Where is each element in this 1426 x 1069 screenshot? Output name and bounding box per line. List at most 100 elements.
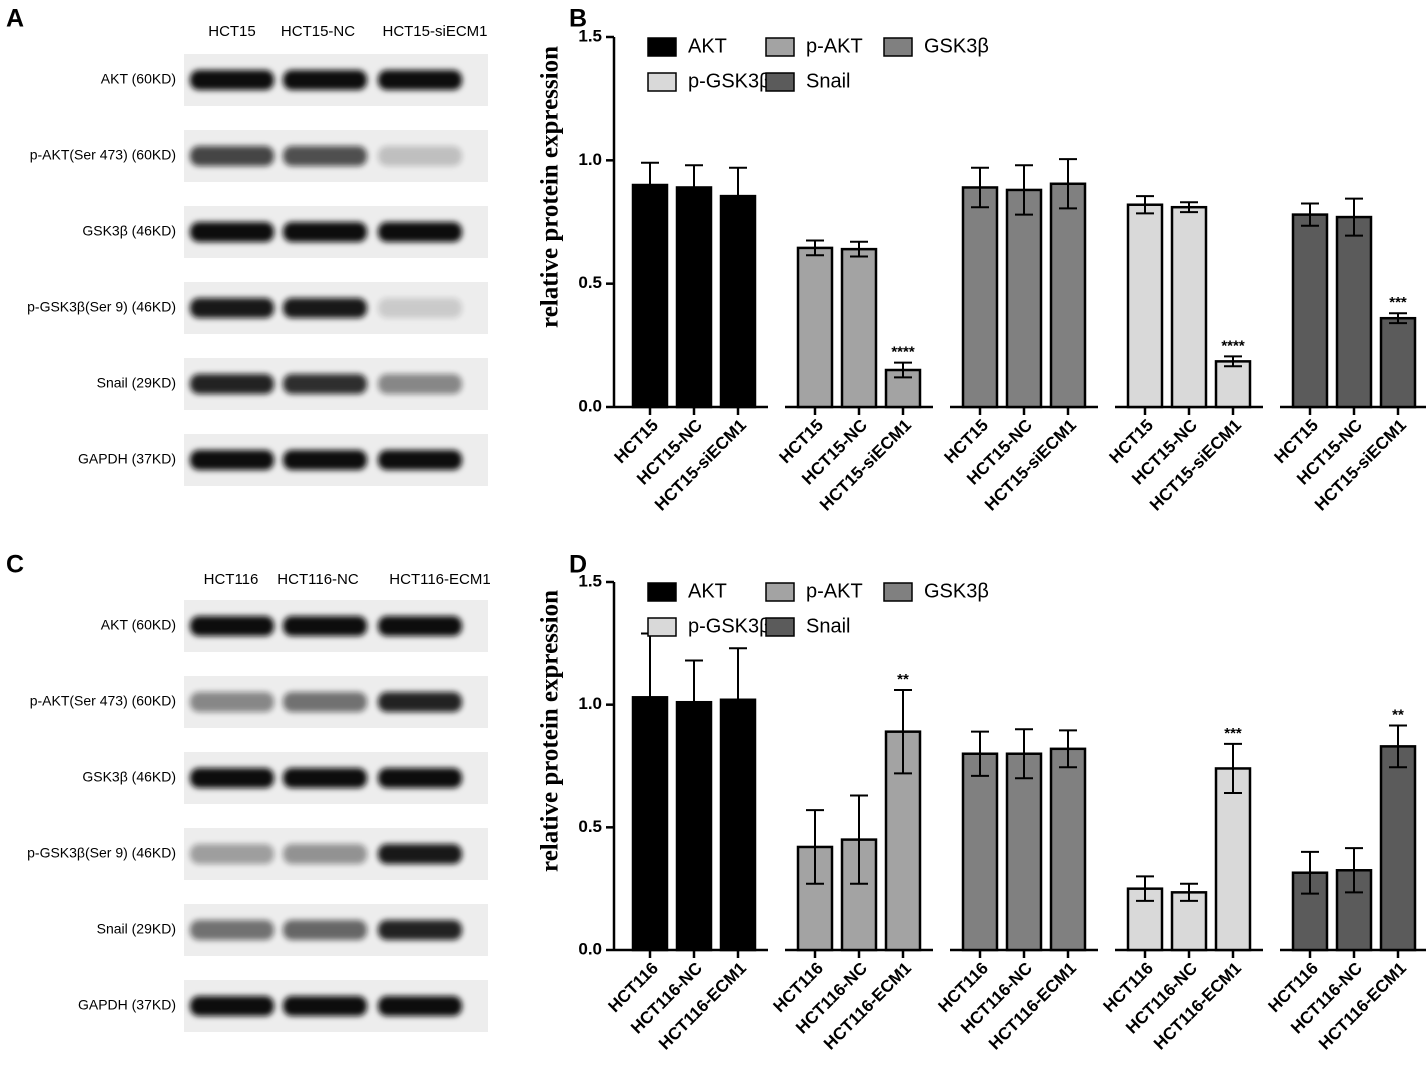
y-tick-label: 0.5 [578, 273, 602, 292]
row-label: Snail (29KD) [97, 921, 176, 937]
lane-label: HCT116-ECM1 [389, 571, 490, 588]
bar [796, 246, 834, 409]
significance-label: ** [897, 671, 909, 688]
lane-label: HCT116-NC [277, 571, 359, 588]
legend-label: Snail [806, 70, 850, 92]
blot-band [378, 374, 462, 394]
lane-label: HCT15 [208, 23, 256, 40]
blot-band [378, 222, 462, 242]
legend-label: AKT [688, 35, 727, 57]
error-bar [1015, 728, 1033, 780]
error-bar [1180, 201, 1198, 214]
bar [961, 752, 999, 952]
error-bar [1059, 158, 1077, 210]
blot-band [190, 844, 274, 864]
legend-label: p-GSK3β [688, 615, 771, 637]
blot-band [378, 616, 462, 636]
error-bar [1136, 195, 1154, 215]
blot-band [378, 450, 462, 470]
error-bar [1136, 875, 1154, 902]
y-tick-label: 0.0 [578, 939, 602, 958]
legend-swatch [765, 582, 795, 602]
blot-band [190, 298, 274, 318]
error-bar [1389, 724, 1407, 769]
blot-band [283, 844, 367, 864]
legend-label: p-GSK3β [688, 70, 771, 92]
error-bar [729, 647, 747, 753]
legend-swatch [647, 72, 677, 92]
blot-band [283, 996, 367, 1016]
lane-label: HCT15-siECM1 [382, 23, 487, 40]
error-bar [1224, 355, 1242, 368]
error-bar [1015, 164, 1033, 216]
blot-band [378, 146, 462, 166]
blot-band [378, 298, 462, 318]
error-bar [850, 794, 868, 885]
legend-swatch [883, 582, 913, 602]
error-bar [1345, 197, 1363, 237]
significance-label: *** [1389, 294, 1407, 311]
legend-label: p-AKT [806, 35, 863, 57]
blot-band [283, 70, 367, 90]
y-tick-label: 1.5 [578, 571, 602, 590]
blot-band [190, 616, 274, 636]
legend-swatch [883, 37, 913, 57]
blot-band [378, 996, 462, 1016]
blot-band [283, 222, 367, 242]
row-label: AKT (60KD) [101, 617, 176, 633]
significance-label: **** [1221, 337, 1245, 354]
row-label: p-GSK3β(Ser 9) (46KD) [27, 299, 176, 315]
y-tick-label: 0.5 [578, 817, 602, 836]
bar [1005, 188, 1043, 409]
error-bar [806, 239, 824, 257]
error-bar [685, 164, 703, 211]
error-bar [641, 161, 659, 209]
blot-band [190, 222, 274, 242]
row-label: p-AKT(Ser 473) (60KD) [30, 147, 176, 163]
error-bar [1301, 850, 1319, 895]
row-label: p-AKT(Ser 473) (60KD) [30, 693, 176, 709]
blot-band [283, 450, 367, 470]
y-tick-label: 1.0 [578, 694, 602, 713]
error-bar [1345, 847, 1363, 894]
blot-band [378, 692, 462, 712]
row-label: p-GSK3β(Ser 9) (46KD) [27, 845, 176, 861]
blot-band [378, 920, 462, 940]
blot-band [283, 298, 367, 318]
panel-label: D [569, 551, 587, 579]
bar [1379, 745, 1417, 952]
error-bar [1059, 729, 1077, 769]
error-bar [971, 730, 989, 777]
blot-band [283, 920, 367, 940]
legend-swatch [765, 72, 795, 92]
bar [1379, 316, 1417, 409]
blot-band [378, 844, 462, 864]
legend-swatch [647, 37, 677, 57]
blot-band [190, 146, 274, 166]
significance-label: **** [891, 344, 915, 361]
blot-band [190, 996, 274, 1016]
error-bar [1389, 312, 1407, 325]
blot-band [190, 70, 274, 90]
significance-label: ** [1392, 706, 1404, 723]
bar [675, 186, 713, 409]
panel-label: B [569, 5, 587, 33]
row-label: GSK3β (46KD) [82, 223, 176, 239]
bar [631, 183, 669, 409]
blot-band [190, 920, 274, 940]
legend-label: AKT [688, 580, 727, 602]
legend-label: p-AKT [806, 580, 863, 602]
error-bar [894, 688, 912, 775]
panel-label: C [6, 551, 24, 579]
lane-label: HCT116 [204, 571, 259, 588]
significance-label: *** [1224, 725, 1242, 742]
y-tick-label: 1.5 [578, 26, 602, 45]
row-label: GAPDH (37KD) [78, 997, 176, 1013]
bar [1126, 203, 1164, 409]
blot-band [190, 374, 274, 394]
y-tick-label: 1.0 [578, 150, 602, 169]
blot-band [190, 768, 274, 788]
row-label: GAPDH (37KD) [78, 451, 176, 467]
error-bar [685, 659, 703, 745]
blot-band [283, 146, 367, 166]
